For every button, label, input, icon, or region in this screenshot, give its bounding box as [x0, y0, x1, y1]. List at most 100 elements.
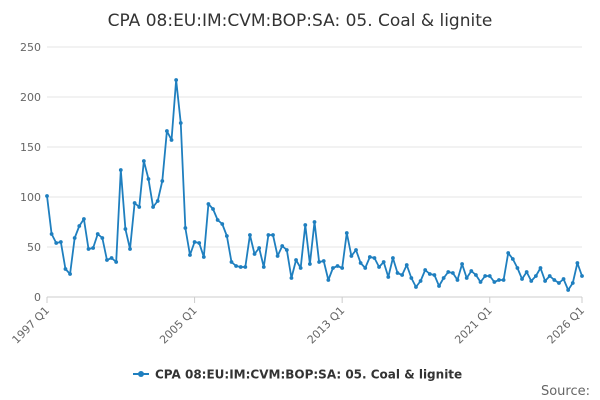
data-point: [312, 220, 317, 224]
data-point: [344, 231, 349, 235]
data-point: [460, 262, 464, 266]
data-point: [229, 260, 234, 264]
data-point: [169, 138, 174, 142]
data-point: [483, 274, 488, 278]
data-point: [547, 274, 552, 278]
y-tick-label: 0: [34, 291, 41, 304]
data-point: [501, 278, 506, 282]
data-point: [386, 275, 391, 279]
data-point: [174, 78, 179, 82]
data-point: [515, 266, 520, 270]
data-point: [141, 159, 146, 163]
data-point: [331, 266, 335, 270]
data-point: [529, 279, 534, 283]
data-point: [423, 268, 428, 272]
y-tick-label: 150: [20, 141, 41, 154]
series-layer: [45, 78, 584, 292]
data-point: [446, 270, 451, 274]
x-tick-label: 2021 Q1: [452, 304, 495, 347]
data-point: [238, 265, 243, 269]
data-point: [469, 269, 474, 273]
data-point: [128, 247, 132, 251]
data-point: [165, 129, 169, 133]
data-point: [271, 233, 275, 237]
data-point: [377, 265, 381, 269]
data-point: [188, 253, 192, 257]
data-point: [478, 280, 483, 284]
data-point: [418, 279, 423, 283]
data-point: [252, 252, 257, 256]
data-point: [506, 251, 511, 255]
data-point: [321, 259, 326, 263]
data-point: [206, 202, 211, 206]
grid-layer: [47, 46, 582, 298]
data-point: [284, 248, 289, 252]
data-point: [580, 274, 584, 278]
x-tick-label: 1997 Q1: [10, 304, 53, 347]
data-point: [289, 276, 294, 280]
data-point: [354, 248, 358, 252]
source-label: Source:: [541, 384, 590, 399]
legend-label[interactable]: CPA 08:EU:IM:CVM:BOP:SA: 05. Coal & lign…: [155, 368, 462, 382]
data-point: [372, 256, 377, 260]
data-point: [326, 278, 331, 282]
data-point: [404, 263, 409, 267]
data-point: [105, 258, 109, 262]
data-point: [533, 274, 538, 278]
data-point: [298, 266, 303, 270]
x-tick-label: 2013 Q1: [305, 304, 348, 347]
data-point: [474, 273, 478, 277]
data-point: [510, 257, 515, 261]
x-axis: 1997 Q1 2005 Q1 2013 Q1 2021 Q1 2026 Q1: [10, 296, 588, 347]
data-point: [335, 264, 340, 268]
data-point: [363, 266, 368, 270]
legend[interactable]: CPA 08:EU:IM:CVM:BOP:SA: 05. Coal & lign…: [133, 368, 462, 382]
data-point: [215, 218, 220, 222]
data-point: [566, 288, 571, 292]
data-point: [123, 227, 128, 231]
data-point: [45, 194, 49, 198]
data-point: [520, 277, 524, 281]
x-tick-label: 2005 Q1: [157, 304, 200, 347]
data-point: [524, 270, 529, 274]
data-point: [151, 205, 155, 209]
data-point: [72, 236, 77, 240]
data-point: [220, 222, 225, 226]
data-point: [261, 265, 266, 269]
data-point: [538, 266, 543, 270]
data-point: [441, 276, 446, 280]
data-point: [557, 281, 561, 285]
legend-marker-icon: [138, 371, 144, 377]
data-point: [234, 264, 238, 268]
data-point: [211, 207, 215, 211]
data-point: [294, 258, 298, 262]
data-point: [427, 272, 432, 276]
data-point: [450, 271, 455, 275]
data-point: [409, 276, 414, 280]
data-point: [192, 240, 197, 244]
data-point: [82, 217, 86, 221]
data-point: [224, 234, 229, 238]
data-point: [132, 201, 137, 205]
y-tick-label: 100: [20, 191, 41, 204]
data-point: [49, 232, 54, 236]
data-point: [349, 254, 354, 258]
data-point: [570, 281, 575, 285]
data-point: [243, 265, 248, 269]
data-point: [146, 177, 151, 181]
data-point: [497, 278, 501, 282]
data-point: [575, 261, 580, 265]
data-point: [391, 256, 395, 260]
data-point: [248, 233, 252, 237]
data-point: [437, 284, 441, 288]
x-tick-label: 2026 Q1: [545, 304, 588, 347]
data-point: [63, 267, 68, 271]
data-point: [160, 179, 165, 183]
data-point: [543, 279, 547, 283]
data-point: [487, 274, 492, 278]
data-point: [280, 244, 285, 248]
data-point: [266, 233, 271, 237]
chart-title: CPA 08:EU:IM:CVM:BOP:SA: 05. Coal & lign…: [108, 11, 493, 31]
